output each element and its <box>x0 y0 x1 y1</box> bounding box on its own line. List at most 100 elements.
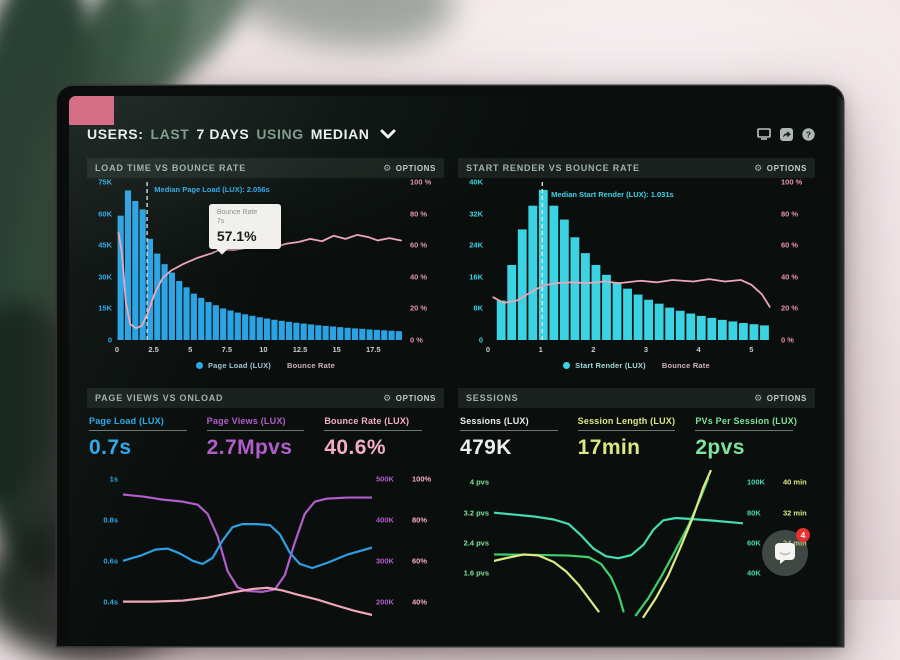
tick-label: 100 % <box>781 177 803 187</box>
y-axis-right: 100 % 80 % 60 % 40 % 20 % 0 % <box>404 178 444 345</box>
metric-row: Sessions (LUX) 479K Session Length (LUX)… <box>460 416 813 460</box>
tick-label: 60K <box>98 209 112 219</box>
tick-label: 75K <box>98 177 112 187</box>
panel-sessions: SESSIONS ⚙ OPTIONS Sessions (LUX) 479K S… <box>458 388 815 619</box>
plant-leaf <box>206 0 464 65</box>
tick-label: 4 pvs <box>469 477 489 487</box>
metric-label: Bounce Rate (LUX) <box>324 416 423 431</box>
header-title-part: LAST <box>150 126 190 142</box>
tick-label: 0 <box>107 335 112 345</box>
options-button[interactable]: ⚙ OPTIONS <box>754 162 807 173</box>
tick-label: 40 % <box>410 272 428 282</box>
options-button[interactable]: ⚙ OPTIONS <box>383 163 436 173</box>
panel-header: LOAD TIME VS BOUNCE RATE ⚙ OPTIONS <box>87 158 444 178</box>
y-axis-left: 4 pvs 3.2 pvs 2.4 pvs 1.6 pvs <box>458 469 494 619</box>
metric-row: Page Load (LUX) 0.7s Page Views (LUX) 2.… <box>89 416 442 460</box>
gear-icon: ⚙ <box>754 162 763 173</box>
svg-text:?: ? <box>806 129 811 139</box>
tick-label: 3.2 pvs <box>463 508 489 518</box>
tick-label: 17.5 <box>365 345 381 354</box>
tick-label: 2.4 pvs <box>463 538 489 548</box>
tick-label: 500K <box>376 474 394 484</box>
y-axis-left: 1s 0.8s 0.6s 0.4s <box>87 469 123 619</box>
options-button[interactable]: ⚙ OPTIONS <box>383 392 436 403</box>
tick-label: 24 min <box>783 538 807 548</box>
tooltip-value: 57.1% <box>216 227 257 244</box>
plot-area <box>494 469 743 619</box>
legend-label: Bounce Rate <box>661 360 710 370</box>
monitor-icon[interactable] <box>757 128 771 140</box>
y-axis-right-min: 40 min 32 min 24 min <box>779 469 815 619</box>
x-axis: 0 1 2 3 4 5 <box>485 343 775 355</box>
legend-label: Bounce Rate <box>286 360 336 370</box>
laptop-screen: USERS: LAST 7 DAYS USING MEDIAN <box>69 96 831 646</box>
options-label: OPTIONS <box>766 393 807 403</box>
panel-title: START RENDER VS BOUNCE RATE <box>466 163 640 173</box>
notification-badge: 4 <box>796 528 810 542</box>
tick-label: 0.4s <box>103 597 118 607</box>
metric-value: 40.6% <box>324 436 386 459</box>
help-icon[interactable]: ? <box>802 127 815 141</box>
tick-label: 0 <box>114 345 120 354</box>
metric-value: 17min <box>577 436 641 459</box>
legend-label: Page Load (LUX) <box>207 360 271 370</box>
plot-area: Median Start Render (LUX): 1.031s <box>488 182 775 340</box>
metric-page-load: Page Load (LUX) 0.7s <box>89 416 207 460</box>
tick-label: 40 % <box>781 272 799 282</box>
tick-label: 0 <box>478 335 483 345</box>
tick-label: 1.6 pvs <box>463 568 489 578</box>
options-label: OPTIONS <box>766 163 807 173</box>
panel-header: SESSIONS ⚙ OPTIONS <box>458 388 815 408</box>
tick-label: 100 % <box>410 177 432 187</box>
gear-icon: ⚙ <box>383 392 392 403</box>
plot-area: Median Page Load (LUX): 2.056s Bounce Ra… <box>117 182 404 340</box>
metric-bounce-rate: Bounce Rate (LUX) 40.6% <box>324 416 442 460</box>
tick-label: 15 <box>332 345 341 354</box>
metric-page-views: Page Views (LUX) 2.7Mpvs <box>206 416 325 460</box>
metric-sessions: Sessions (LUX) 479K <box>460 416 578 460</box>
panel-header: PAGE VIEWS VS ONLOAD ⚙ OPTIONS <box>87 388 444 408</box>
tick-label: 40K <box>469 177 483 187</box>
y-axis-left: 40K 32K 24K 16K 8K 0 <box>458 178 488 345</box>
tick-label: 1s <box>109 474 118 484</box>
tick-label: 60% <box>412 556 428 566</box>
median-annotation: Median Start Render (LUX): 1.031s <box>551 190 674 199</box>
tick-label: 1 <box>538 345 543 354</box>
metric-label: Page Load (LUX) <box>89 416 187 431</box>
tick-label: 100% <box>412 474 432 484</box>
metric-value: 479K <box>460 436 512 459</box>
metric-pvs-per-session: PVs Per Session (LUX) 2pvs <box>695 416 813 460</box>
tick-label: 8K <box>473 303 483 313</box>
tick-label: 30K <box>98 272 112 282</box>
tick-label: 20 % <box>410 303 428 313</box>
load-time-chart <box>117 182 404 340</box>
chat-widget-button[interactable]: 4 <box>762 528 810 576</box>
legend-item: Page Load (LUX) <box>195 360 271 370</box>
legend-label: Start Render (LUX) <box>575 360 646 370</box>
tick-label: 60 % <box>410 240 428 250</box>
tick-label: 200K <box>376 597 394 607</box>
tick-label: 0 <box>485 345 491 354</box>
legend-marker <box>69 96 114 125</box>
tick-label: 0 % <box>410 335 423 345</box>
tick-label: 0.6s <box>103 556 118 566</box>
tick-label: 400K <box>376 515 394 525</box>
options-label: OPTIONS <box>395 393 436 403</box>
tick-label: 5 <box>188 345 193 354</box>
tick-label: 20 % <box>781 303 799 313</box>
legend: Start Render (LUX) Bounce Rate <box>69 96 815 372</box>
tick-label: 24K <box>469 240 483 250</box>
legend-item: Start Render (LUX) <box>563 361 646 370</box>
y-axis-right-pct: 100% 80% 60% 40% <box>408 469 444 619</box>
panel-start-render: START RENDER VS BOUNCE RATE ⚙ OPTIONS 40… <box>69 96 815 372</box>
laptop: USERS: LAST 7 DAYS USING MEDIAN <box>57 86 843 646</box>
share-icon[interactable] <box>780 127 793 141</box>
metric-label: PVs Per Session (LUX) <box>695 416 797 431</box>
y-axis-right-k: 100K 80K 60K 40K <box>743 469 779 619</box>
tick-label: 45K <box>98 240 112 250</box>
date-range-dropdown[interactable]: USERS: LAST 7 DAYS USING MEDIAN <box>87 126 396 142</box>
tick-label: 12.5 <box>292 345 308 354</box>
legend-marker <box>563 361 571 369</box>
options-button[interactable]: ⚙ OPTIONS <box>754 393 807 403</box>
panel-title: SESSIONS <box>466 393 519 403</box>
